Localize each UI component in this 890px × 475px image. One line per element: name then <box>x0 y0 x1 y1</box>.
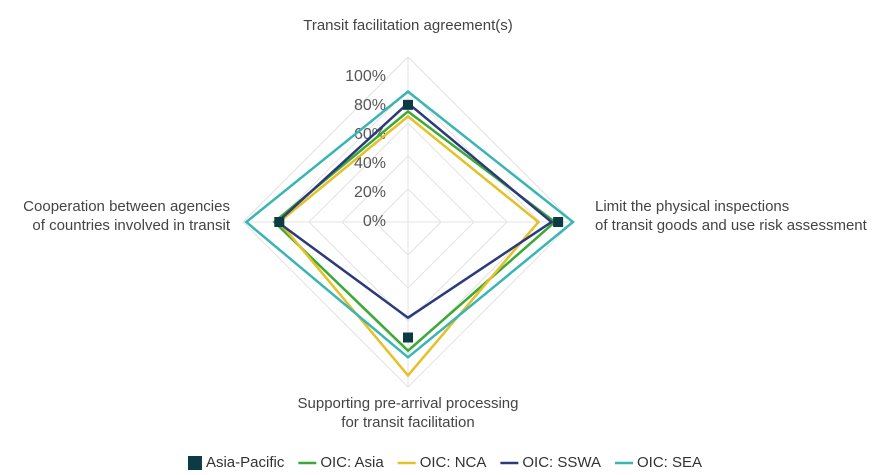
axis-label: Supporting pre-arrival processing <box>298 395 519 412</box>
tick-label: 20% <box>354 184 386 201</box>
axis-label: of transit goods and use risk assessment <box>595 217 868 234</box>
axis-label: of countries involved in transit <box>32 217 230 234</box>
series-line <box>275 101 554 320</box>
tick-label: 40% <box>354 155 386 172</box>
axis-label: Cooperation between agencies <box>23 198 230 215</box>
marker <box>403 332 413 343</box>
legend-label: OIC: Asia <box>320 454 384 471</box>
tick-label: 0% <box>363 213 386 230</box>
marker <box>553 217 564 227</box>
marker <box>274 217 285 227</box>
legend-label: OIC: SEA <box>637 454 702 471</box>
legend-label: OIC: SSWA <box>522 454 601 471</box>
series-line <box>244 90 575 359</box>
legend-label: OIC: NCA <box>420 454 487 471</box>
tick-label: 100% <box>345 68 386 85</box>
marker <box>403 99 413 110</box>
tick-label: 80% <box>354 97 386 114</box>
legend-marker <box>187 456 202 470</box>
axis-label: Transit facilitation agreement(s) <box>303 17 513 34</box>
series-line <box>277 114 541 378</box>
legend: Asia-Pacific OIC: Asia OIC: NCA OIC: SSWA OI… <box>187 454 702 471</box>
legend-label: Asia-Pacific <box>206 454 285 471</box>
axis-label: for transit facilitation <box>341 414 474 431</box>
axis-label: Limit the physical inspections <box>595 198 789 215</box>
